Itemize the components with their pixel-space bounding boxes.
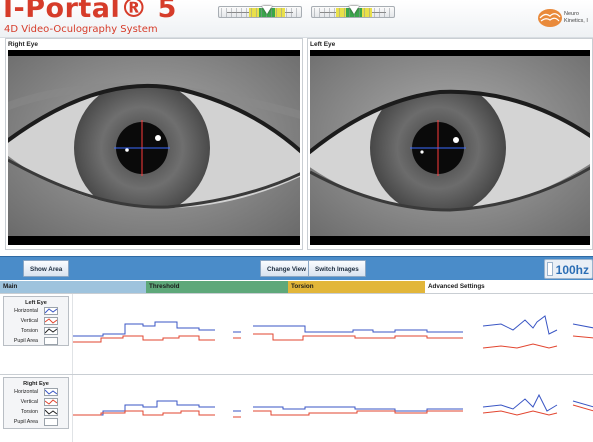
right-eye-trace-graph	[72, 375, 593, 442]
left-eye-label: Left Eye	[310, 41, 336, 48]
switch-images-button[interactable]: Switch Images	[308, 260, 366, 277]
legend-row-torsion[interactable]: Torsion	[4, 407, 68, 417]
settings-tabs: Main Threshold Torsion Advanced Settings	[0, 281, 593, 293]
torsion-trace-icon[interactable]	[44, 408, 58, 416]
sample-rate-field[interactable]: 100hz	[544, 259, 593, 279]
show-area-button[interactable]: Show Area	[23, 260, 70, 277]
slider-thumb-icon[interactable]	[262, 6, 272, 14]
tab-torsion[interactable]: Torsion	[288, 281, 425, 293]
right-eye-label: Right Eye	[8, 41, 38, 48]
legend-row-torsion[interactable]: Torsion	[4, 326, 68, 336]
change-view-button[interactable]: Change View	[260, 260, 314, 277]
legend-row-vertical[interactable]: Vertical	[4, 316, 68, 326]
company-logo: Neuro Kinetics, I	[536, 6, 593, 36]
legend-label: Horizontal	[14, 389, 38, 395]
brain-logo-icon	[538, 9, 562, 27]
vertical-trace-icon[interactable]	[44, 398, 58, 406]
left-eye-trace-legend: Left Eye Horizontal Vertical Torsion Pup…	[3, 296, 69, 346]
right-eye-video[interactable]	[8, 50, 300, 245]
legend-label: Pupil Area	[13, 338, 38, 344]
tab-threshold[interactable]: Threshold	[146, 281, 288, 293]
right-eye-panel: Right Eye	[5, 38, 303, 250]
right-eye-graph-section: Right Eye Horizontal Vertical Torsion Pu…	[0, 374, 593, 442]
legend-label: Vertical	[20, 399, 38, 405]
right-eye-graph-title: Right Eye	[23, 381, 49, 387]
rate-spinner-icon[interactable]	[547, 262, 553, 276]
legend-row-horizontal[interactable]: Horizontal	[4, 387, 68, 397]
legend-label: Pupil Area	[13, 419, 38, 425]
left-eye-video[interactable]	[310, 50, 590, 245]
app-subtitle: 4D Video-Oculography System	[4, 24, 158, 35]
vertical-trace-icon[interactable]	[44, 317, 58, 325]
brand: I-Portal® 5 4D Video-Oculography System	[3, 0, 193, 38]
logo-text: Neuro Kinetics, I	[564, 11, 588, 24]
slider-thumb-icon[interactable]	[349, 6, 359, 14]
sample-rate-value: 100hz	[555, 263, 589, 277]
left-eye-graph-section: Left Eye Horizontal Vertical Torsion Pup…	[0, 293, 593, 374]
legend-row-horizontal[interactable]: Horizontal	[4, 306, 68, 316]
legend-row-pupil-area[interactable]: Pupil Area	[4, 417, 68, 427]
legend-label: Torsion	[20, 409, 38, 415]
left-eye-graph-title: Left Eye	[25, 300, 47, 306]
horizontal-trace-icon[interactable]	[44, 307, 58, 315]
left-eye-trace-graph	[72, 294, 593, 374]
legend-label: Vertical	[20, 318, 38, 324]
legend-row-pupil-area[interactable]: Pupil Area	[4, 336, 68, 346]
control-toolbar: Show Area Change View Switch Images 100h…	[0, 256, 593, 280]
tab-advanced-settings[interactable]: Advanced Settings	[425, 281, 593, 293]
right-eye-threshold-slider[interactable]	[218, 6, 302, 18]
legend-label: Torsion	[20, 328, 38, 334]
right-eye-trace-legend: Right Eye Horizontal Vertical Torsion Pu…	[3, 377, 69, 429]
pupil-area-icon[interactable]	[44, 418, 58, 426]
tab-main[interactable]: Main	[0, 281, 146, 293]
app-title: I-Portal® 5	[3, 0, 177, 24]
legend-row-vertical[interactable]: Vertical	[4, 397, 68, 407]
torsion-trace-icon[interactable]	[44, 327, 58, 335]
horizontal-trace-icon[interactable]	[44, 388, 58, 396]
pupil-area-icon[interactable]	[44, 337, 58, 345]
legend-label: Horizontal	[14, 308, 38, 314]
left-eye-panel: Left Eye	[307, 38, 593, 250]
left-eye-threshold-slider[interactable]	[311, 6, 395, 18]
header-bar: I-Portal® 5 4D Video-Oculography System	[0, 0, 593, 38]
